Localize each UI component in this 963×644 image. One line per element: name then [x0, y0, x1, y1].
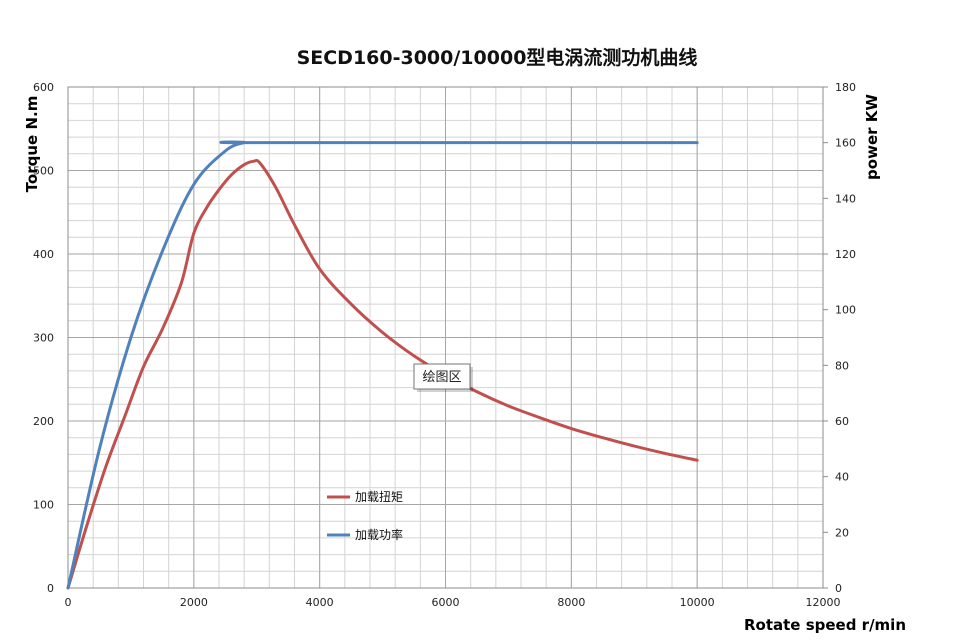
- x-tick-label: 8000: [557, 596, 585, 609]
- y-left-tick-label: 300: [33, 332, 54, 345]
- y-right-tick-label: 0: [835, 582, 842, 595]
- y-right-tick-label: 120: [835, 248, 856, 261]
- y-left-tick-label: 400: [33, 248, 54, 261]
- y-right-axis-title: power KW: [863, 94, 881, 180]
- x-tick-label: 0: [65, 596, 72, 609]
- legend-label-power: 加载功率: [355, 527, 403, 542]
- x-tick-label: 12000: [806, 596, 841, 609]
- x-tick-label: 10000: [680, 596, 715, 609]
- y-left-tick-label: 600: [33, 81, 54, 94]
- y-right-tick-label: 40: [835, 471, 849, 484]
- y-left-tick-label: 100: [33, 499, 54, 512]
- tooltip-label: 绘图区: [422, 370, 461, 385]
- x-tick-label: 2000: [180, 596, 208, 609]
- series-line-power: [66, 140, 699, 590]
- y-right-tick-label: 180: [835, 81, 856, 94]
- series-line-torque: [66, 158, 699, 590]
- x-axis-ticks: 0 2000 4000 6000 8000 10000 12000: [65, 596, 841, 609]
- y-left-axis-title: Torque N.m: [23, 96, 41, 193]
- plot-area[interactable]: [67, 86, 824, 589]
- y-left-tick-label: 200: [33, 415, 54, 428]
- y-right-tick-label: 60: [835, 415, 849, 428]
- tooltip-box: [413, 363, 471, 390]
- x-tick-label: 4000: [306, 596, 334, 609]
- y-right-tick-label: 140: [835, 192, 856, 205]
- y-right-tick-label: 80: [835, 359, 849, 372]
- x-axis-title: Rotate speed r/min: [744, 616, 906, 634]
- y-left-tick-label: 500: [33, 165, 54, 178]
- chart-title: SECD160-3000/10000型电涡流测功机曲线: [297, 46, 698, 69]
- y-right-axis-ticks: 0 20 40 60 80 100 120 140 160 180: [823, 81, 856, 595]
- y-right-tick-label: 20: [835, 526, 849, 539]
- y-right-tick-label: 160: [835, 137, 856, 150]
- plot-area-tooltip: 绘图区: [413, 363, 473, 392]
- legend-label-torque: 加载扭矩: [355, 490, 403, 504]
- series-layer: [66, 140, 699, 590]
- y-left-tick-label: 0: [47, 582, 54, 595]
- x-tick-label: 6000: [432, 596, 460, 609]
- legend[interactable]: 加载扭矩 加载功率: [327, 490, 403, 542]
- y-left-axis-ticks: 0 100 200 300 400 500 600: [33, 81, 54, 595]
- y-right-tick-label: 100: [835, 304, 856, 317]
